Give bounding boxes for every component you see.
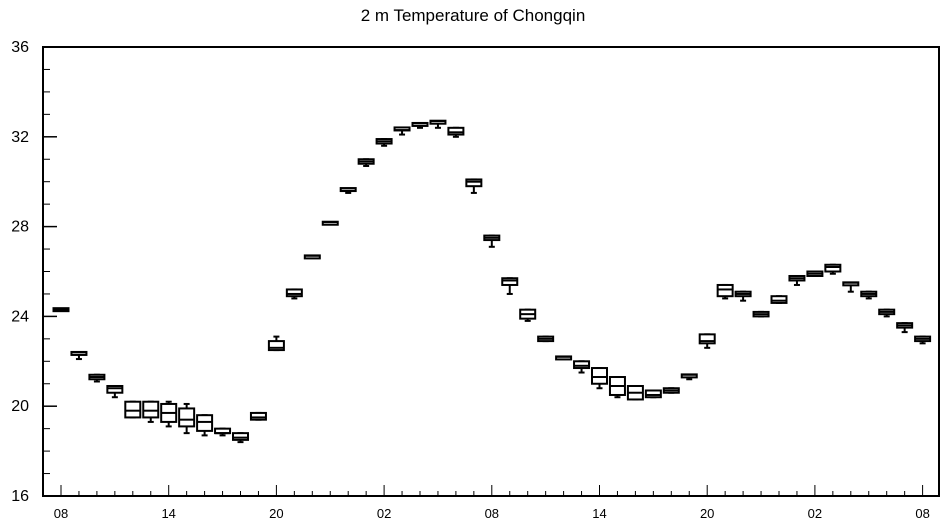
box-35 [680,373,698,381]
y-tick-label: 24 [11,308,29,325]
x-tick-label: 02 [808,506,822,521]
box-body [501,277,519,286]
box-28 [555,355,573,361]
box-44 [842,281,860,293]
box-45 [860,290,878,300]
box-33 [644,389,662,399]
box-series [52,119,932,444]
box-body [447,126,465,136]
x-axis: 08 14 20 02 08 14 20 02 08 [54,485,930,521]
x-tick-label: 20 [700,506,714,521]
box-31 [608,376,626,399]
box-30 [591,367,608,390]
box-1 [70,350,88,361]
box-body [178,407,196,428]
box-37 [716,283,734,300]
y-tick-label: 36 [11,39,29,56]
box-43 [824,263,842,275]
box-10 [232,432,249,444]
x-tick-label: 08 [915,506,929,521]
box-18 [375,138,393,147]
box-body [142,400,160,419]
box-body [591,367,608,385]
box-46 [878,308,896,318]
box-8 [196,414,214,437]
box-body [124,400,142,419]
box-2 [88,373,106,383]
box-body [644,389,662,399]
y-axis: 16 20 24 28 32 36 [11,39,57,505]
y-tick-label: 16 [11,488,29,505]
box-47 [896,322,914,334]
box-body [267,340,285,352]
x-tick-label: 14 [592,506,606,521]
box-22 [447,126,465,138]
box-29 [573,360,591,374]
box-38 [734,290,752,302]
y-tick-label: 32 [11,129,29,146]
box-39 [752,310,770,318]
box-body [465,178,483,188]
box-0 [52,307,70,313]
box-5 [142,400,160,423]
box-body [716,283,734,298]
box-body [770,295,788,304]
box-4 [124,400,142,419]
box-body [249,411,267,421]
box-body [824,263,842,273]
box-32 [626,384,644,401]
box-20 [411,121,429,129]
box-25 [501,277,519,295]
box-34 [662,387,680,394]
box-19 [393,126,411,136]
box-23 [465,178,483,194]
box-12 [267,335,285,352]
box-16 [339,187,357,194]
y-tick-label: 28 [11,219,29,236]
box-body [573,360,591,370]
box-48 [914,335,932,345]
box-9 [214,427,232,437]
x-tick-label: 14 [161,506,175,521]
box-7 [178,402,196,435]
box-6 [160,400,178,428]
box-11 [249,411,267,421]
box-26 [519,308,537,322]
box-17 [357,158,375,167]
box-body [698,333,716,345]
box-41 [788,274,806,286]
box-body [232,432,249,441]
box-21 [429,119,447,129]
plot-area-frame [42,46,940,497]
box-36 [698,333,716,349]
box-15 [321,220,339,226]
box-body [106,384,124,394]
x-tick-label: 20 [269,506,283,521]
box-24 [483,234,501,248]
box-body [196,414,214,432]
box-body [285,288,303,298]
box-14 [303,254,321,260]
box-3 [106,384,124,399]
x-tick-label: 08 [54,506,68,521]
x-tick-label: 02 [377,506,391,521]
box-13 [285,288,303,300]
x-tick-label: 08 [485,506,499,521]
chart-title: 2 m Temperature of Chongqin [361,6,586,25]
box-40 [770,295,788,304]
box-27 [537,335,555,343]
y-tick-label: 20 [11,398,29,415]
box-42 [806,270,824,277]
